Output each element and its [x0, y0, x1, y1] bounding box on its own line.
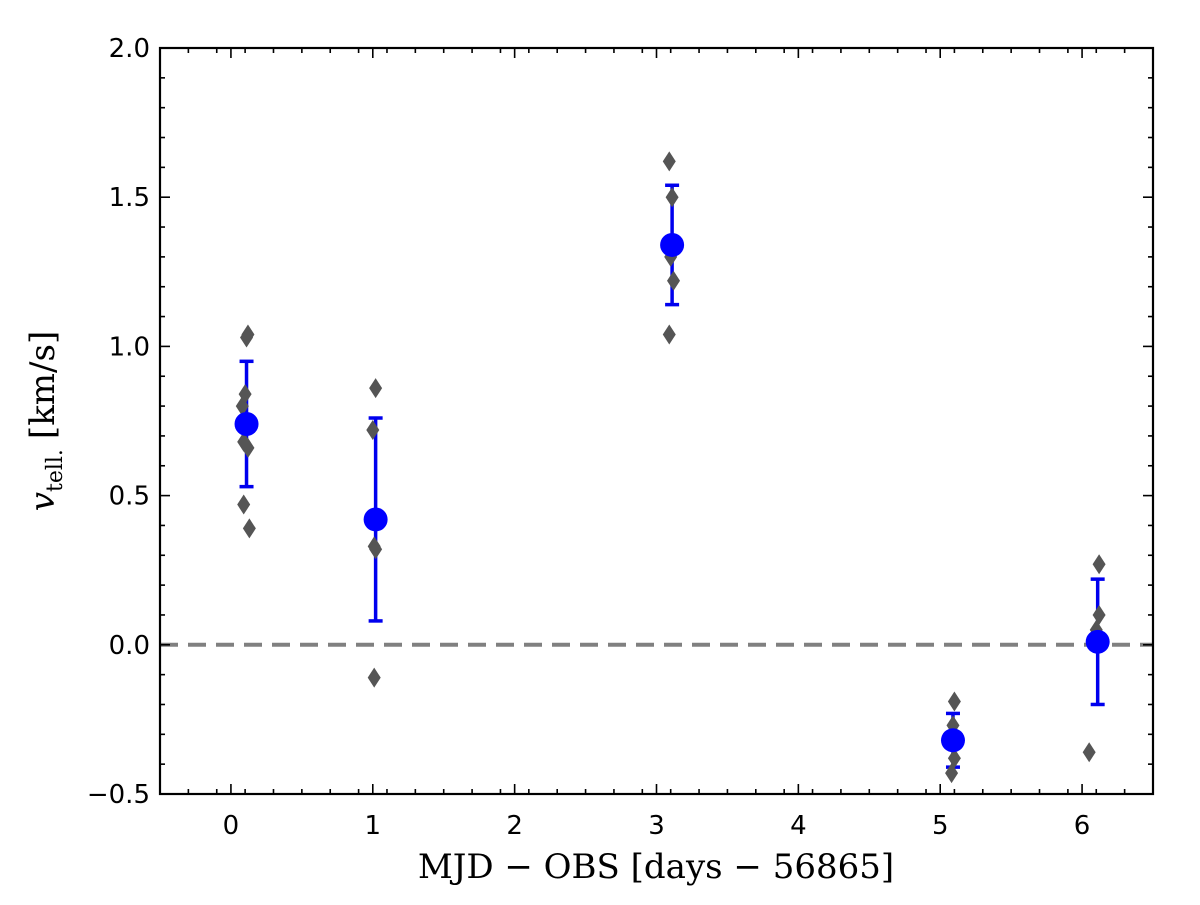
measurement-diamond [945, 763, 959, 784]
measurement-diamond [667, 270, 681, 291]
x-tick-label: 2 [506, 811, 523, 841]
x-tick-label: 0 [223, 811, 240, 841]
measurement-diamond [947, 748, 961, 769]
measurement-diamond [235, 396, 249, 417]
measurement-diamond [947, 691, 961, 712]
y-axis-label-unit: [km/s] [23, 331, 63, 439]
y-axis-label: vtell. [km/s] [23, 331, 68, 511]
plot-frame [158, 46, 1155, 796]
mean-point [1085, 629, 1110, 654]
x-axis-label: MJD − OBS [days − 56865] [418, 847, 894, 887]
x-tick-labels: 0 1 2 3 4 5 6 [223, 811, 1091, 841]
x-tick-label: 6 [1074, 811, 1091, 841]
y-tick-label: 0.0 [109, 631, 150, 661]
x-tick-label: 4 [790, 811, 807, 841]
y-tick-labels: −0.5 0.0 0.5 1.0 1.5 2.0 [87, 34, 150, 810]
x-tick-label: 1 [365, 811, 382, 841]
measurement-diamond [367, 667, 381, 688]
mean-point [940, 728, 965, 753]
y-tick-label: −0.5 [87, 780, 150, 810]
y-tick-label: 0.5 [109, 482, 150, 512]
measurement-diamond [242, 518, 256, 539]
mean-point [363, 507, 388, 532]
measurement-diamond [369, 539, 383, 560]
y-tick-label: 2.0 [109, 34, 150, 64]
measurement-diamond [1082, 742, 1096, 763]
y-axis-label-sub: tell. [43, 449, 68, 492]
y-tick-label: 1.5 [109, 183, 150, 213]
measurement-diamond [662, 324, 676, 345]
individual-measurements-layer [235, 151, 1106, 784]
mean-point [234, 411, 259, 436]
x-tick-label: 3 [648, 811, 665, 841]
measurement-diamond [237, 494, 251, 515]
ticks-layer [159, 47, 1154, 795]
measurement-diamond [1092, 554, 1106, 575]
y-tick-label: 1.0 [109, 332, 150, 362]
y-axis-label-main: v [23, 492, 63, 511]
measurement-diamond [1092, 604, 1106, 625]
measurement-diamond [240, 327, 254, 348]
x-tick-label: 5 [932, 811, 949, 841]
measurement-diamond [665, 187, 679, 208]
measurement-diamond [369, 378, 383, 399]
measurement-diamond [366, 419, 380, 440]
mean-point [660, 232, 685, 257]
mean-points-layer [234, 232, 1110, 753]
measurement-diamond [662, 151, 676, 172]
measurement-diamond [241, 437, 255, 458]
